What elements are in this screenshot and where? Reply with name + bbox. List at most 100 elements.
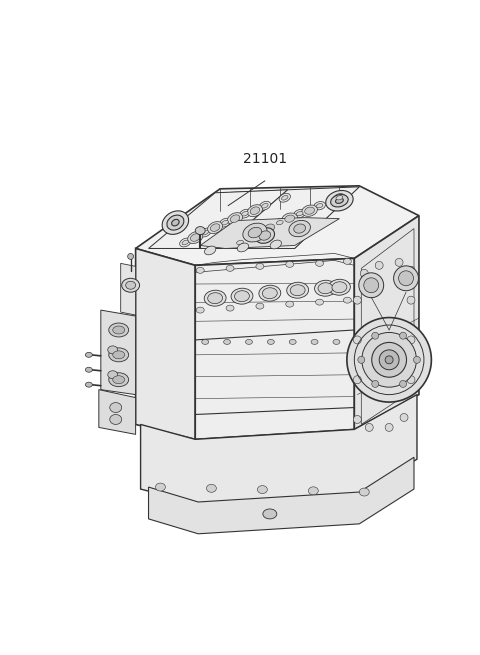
Ellipse shape: [109, 348, 129, 362]
Ellipse shape: [398, 271, 413, 286]
Ellipse shape: [255, 228, 275, 243]
Ellipse shape: [365, 423, 373, 432]
Ellipse shape: [108, 346, 118, 354]
Ellipse shape: [315, 299, 324, 305]
Ellipse shape: [294, 224, 306, 233]
Ellipse shape: [399, 381, 407, 387]
Ellipse shape: [315, 261, 324, 267]
Ellipse shape: [224, 339, 230, 345]
Ellipse shape: [360, 488, 369, 496]
Ellipse shape: [202, 230, 208, 235]
Ellipse shape: [219, 218, 231, 227]
Ellipse shape: [353, 376, 361, 384]
Ellipse shape: [230, 215, 240, 223]
Ellipse shape: [242, 212, 248, 216]
Ellipse shape: [113, 326, 125, 334]
Ellipse shape: [257, 485, 267, 493]
Ellipse shape: [407, 296, 415, 304]
Ellipse shape: [281, 195, 288, 200]
Ellipse shape: [336, 198, 343, 203]
Ellipse shape: [274, 219, 286, 227]
Ellipse shape: [289, 339, 296, 345]
Polygon shape: [220, 187, 360, 248]
Ellipse shape: [372, 381, 379, 387]
Ellipse shape: [364, 278, 379, 293]
Ellipse shape: [385, 423, 393, 432]
Ellipse shape: [256, 263, 264, 269]
Polygon shape: [200, 217, 339, 248]
Ellipse shape: [226, 265, 234, 271]
Polygon shape: [136, 248, 195, 440]
Polygon shape: [148, 190, 288, 248]
Ellipse shape: [379, 350, 399, 370]
Ellipse shape: [243, 223, 267, 242]
Ellipse shape: [290, 285, 305, 295]
Ellipse shape: [308, 487, 318, 495]
Ellipse shape: [250, 207, 260, 214]
Ellipse shape: [262, 204, 268, 208]
Ellipse shape: [286, 261, 294, 267]
Ellipse shape: [262, 222, 277, 233]
Polygon shape: [99, 390, 136, 434]
Ellipse shape: [407, 376, 415, 384]
Ellipse shape: [237, 240, 243, 244]
Ellipse shape: [207, 221, 223, 234]
Ellipse shape: [279, 193, 290, 202]
Ellipse shape: [399, 332, 407, 339]
Ellipse shape: [126, 281, 136, 290]
Ellipse shape: [305, 207, 314, 214]
Ellipse shape: [113, 376, 125, 384]
Ellipse shape: [108, 371, 118, 379]
Ellipse shape: [256, 303, 264, 309]
Ellipse shape: [328, 279, 350, 295]
Ellipse shape: [286, 301, 294, 307]
Ellipse shape: [85, 382, 92, 387]
Ellipse shape: [285, 215, 295, 222]
Ellipse shape: [167, 215, 184, 230]
Ellipse shape: [265, 224, 275, 231]
Ellipse shape: [242, 232, 258, 243]
Ellipse shape: [196, 267, 204, 273]
Ellipse shape: [110, 415, 122, 424]
Ellipse shape: [195, 227, 205, 234]
Ellipse shape: [353, 336, 361, 344]
Ellipse shape: [358, 356, 365, 364]
Ellipse shape: [202, 339, 209, 345]
Ellipse shape: [122, 278, 140, 292]
Ellipse shape: [302, 205, 317, 216]
Ellipse shape: [407, 267, 415, 274]
Ellipse shape: [343, 297, 351, 303]
Ellipse shape: [353, 415, 361, 423]
Ellipse shape: [263, 509, 277, 519]
Ellipse shape: [267, 339, 274, 345]
Ellipse shape: [162, 211, 189, 234]
Ellipse shape: [359, 273, 384, 297]
Ellipse shape: [85, 367, 92, 372]
Polygon shape: [195, 259, 354, 440]
Ellipse shape: [206, 484, 216, 493]
Ellipse shape: [85, 352, 92, 358]
Ellipse shape: [231, 288, 253, 304]
Ellipse shape: [360, 269, 368, 277]
Ellipse shape: [235, 291, 250, 302]
Ellipse shape: [270, 240, 281, 249]
Ellipse shape: [289, 220, 311, 236]
Ellipse shape: [347, 318, 432, 402]
Ellipse shape: [400, 413, 408, 421]
Polygon shape: [120, 263, 136, 315]
Ellipse shape: [395, 259, 403, 267]
Ellipse shape: [331, 195, 348, 207]
Ellipse shape: [259, 285, 281, 301]
Ellipse shape: [248, 227, 262, 238]
Ellipse shape: [128, 253, 133, 259]
Ellipse shape: [314, 202, 325, 210]
Ellipse shape: [296, 212, 303, 215]
Ellipse shape: [237, 243, 249, 252]
Ellipse shape: [333, 339, 340, 345]
Ellipse shape: [256, 231, 264, 234]
Ellipse shape: [282, 213, 298, 224]
Ellipse shape: [334, 194, 345, 202]
Polygon shape: [101, 310, 136, 394]
Text: 21101: 21101: [243, 152, 287, 166]
Ellipse shape: [109, 323, 129, 337]
